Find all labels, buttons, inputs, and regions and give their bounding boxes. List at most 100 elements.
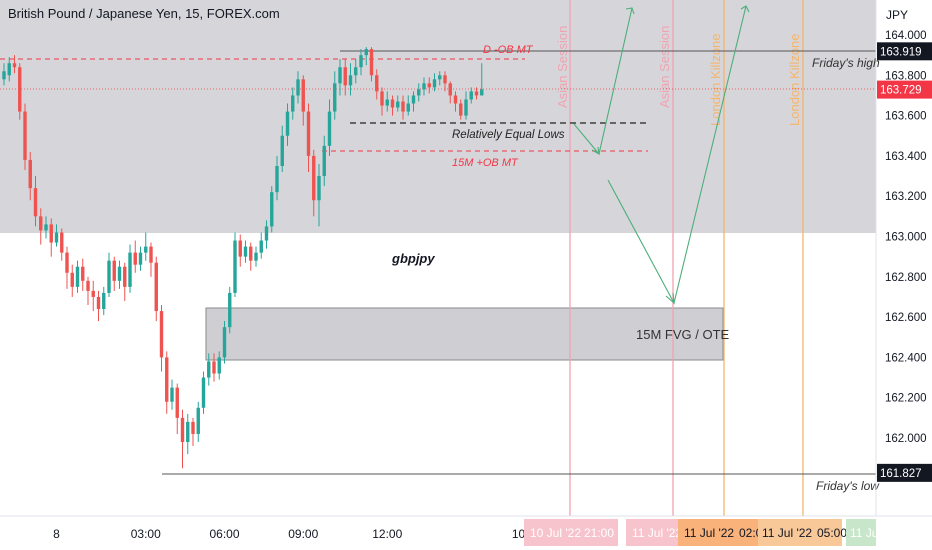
tag-bg-4 — [758, 519, 842, 546]
tag-2: 11 Jul '22 — [632, 526, 682, 540]
candle — [354, 67, 358, 76]
candle — [327, 111, 332, 146]
tag-4b: 05:00 — [817, 526, 847, 540]
candle — [348, 75, 353, 86]
candle — [228, 292, 232, 328]
candle — [306, 111, 311, 156]
tag-3: 11 Jul '22 — [684, 526, 734, 540]
candle — [212, 361, 216, 374]
candle — [44, 224, 48, 231]
candle — [170, 387, 174, 402]
candle — [275, 165, 279, 193]
tag-bg-3 — [678, 519, 758, 546]
d-ob-label: D -OB MT — [483, 44, 534, 56]
candle — [75, 266, 80, 287]
chart-title: British Pound / Japanese Yen, 15, FOREX.… — [8, 6, 280, 21]
candle — [285, 111, 290, 136]
candle — [191, 421, 195, 434]
candle — [96, 296, 101, 310]
candle — [23, 111, 27, 160]
london-killzone-label-1: London Killzone — [708, 33, 723, 126]
asian-session-label-1: Asian Session — [555, 26, 570, 108]
candle — [375, 75, 379, 92]
candle — [296, 79, 300, 96]
candle — [49, 224, 53, 243]
tag-bg-2 — [626, 519, 678, 546]
ob-15m-label: 15M +OB MT — [452, 157, 519, 169]
candle — [138, 252, 143, 265]
time-tick-label: 03:00 — [131, 527, 161, 541]
candle — [102, 292, 106, 310]
candle — [217, 357, 221, 374]
candle — [480, 89, 484, 96]
price-label: 163.729 — [880, 85, 922, 97]
tag-bg-1 — [524, 519, 618, 546]
candle — [343, 67, 347, 86]
candle — [107, 260, 111, 293]
asian-session-label-2: Asian Session — [657, 26, 672, 108]
candle — [159, 311, 164, 358]
tag-1b: 21:00 — [584, 526, 614, 540]
candle — [254, 252, 258, 261]
london-killzone-label-2: London Killzone — [787, 33, 802, 126]
candle — [291, 95, 295, 112]
time-axis[interactable]: 8 03:00 06:00 09:00 12:00 10 — [53, 527, 525, 541]
candle — [81, 266, 85, 281]
candle — [411, 95, 416, 104]
candle — [54, 232, 59, 243]
tag-5: 11 Jul — [850, 526, 881, 540]
time-tick-label: 09:00 — [288, 527, 318, 541]
price-tick-label: 162.800 — [885, 272, 927, 284]
price-tick-label: 164.000 — [885, 30, 927, 42]
candle — [60, 232, 64, 253]
tag-1: 10 Jul '22 — [530, 526, 581, 540]
fridays-high-label: Friday's high — [812, 56, 880, 70]
price-label-bg — [877, 80, 932, 99]
time-tick-label: 12:00 — [372, 527, 402, 541]
price-tick-label: 163.400 — [885, 151, 927, 163]
candle — [18, 67, 22, 112]
candle — [123, 266, 127, 287]
candle — [432, 79, 437, 88]
price-tick-label: 162.400 — [885, 352, 927, 364]
time-tick-label: 8 — [53, 527, 60, 541]
candle — [359, 55, 363, 68]
price-label: 163.919 — [880, 46, 922, 58]
fridays-low-label: Friday's low — [816, 479, 880, 493]
candle — [396, 101, 400, 108]
candle — [317, 176, 321, 201]
candle — [417, 89, 421, 96]
candle — [243, 246, 248, 257]
candle — [312, 155, 316, 201]
gbpjpy-label: gbpjpy — [391, 251, 435, 266]
candle — [301, 79, 305, 112]
price-tick-label: 163.600 — [885, 111, 927, 123]
price-tick-label: 162.200 — [885, 393, 927, 405]
price-label-bg — [877, 42, 932, 61]
tag-bg-5 — [846, 519, 876, 546]
candle — [28, 159, 32, 189]
candle — [175, 387, 179, 418]
candle — [385, 99, 389, 106]
candle — [65, 252, 69, 273]
candle — [474, 91, 479, 96]
candle — [112, 260, 116, 281]
candle — [154, 262, 158, 312]
candle — [406, 103, 410, 112]
candle — [207, 361, 211, 378]
candle — [469, 91, 473, 100]
candle — [338, 67, 342, 84]
price-tick-label: 163.800 — [885, 70, 927, 82]
fvg-zone — [205, 307, 724, 361]
candle — [438, 75, 442, 80]
rel-equal-lows-label: Relatively Equal Lows — [452, 129, 565, 141]
candle — [280, 135, 284, 166]
candle — [144, 246, 148, 253]
candle — [7, 63, 11, 76]
candle — [2, 71, 6, 80]
candle — [186, 421, 190, 443]
candle — [369, 49, 374, 76]
price-axis[interactable]: 164.000 163.800 163.600 163.400 163.200 163.0… — [885, 30, 927, 445]
candle — [249, 246, 253, 261]
